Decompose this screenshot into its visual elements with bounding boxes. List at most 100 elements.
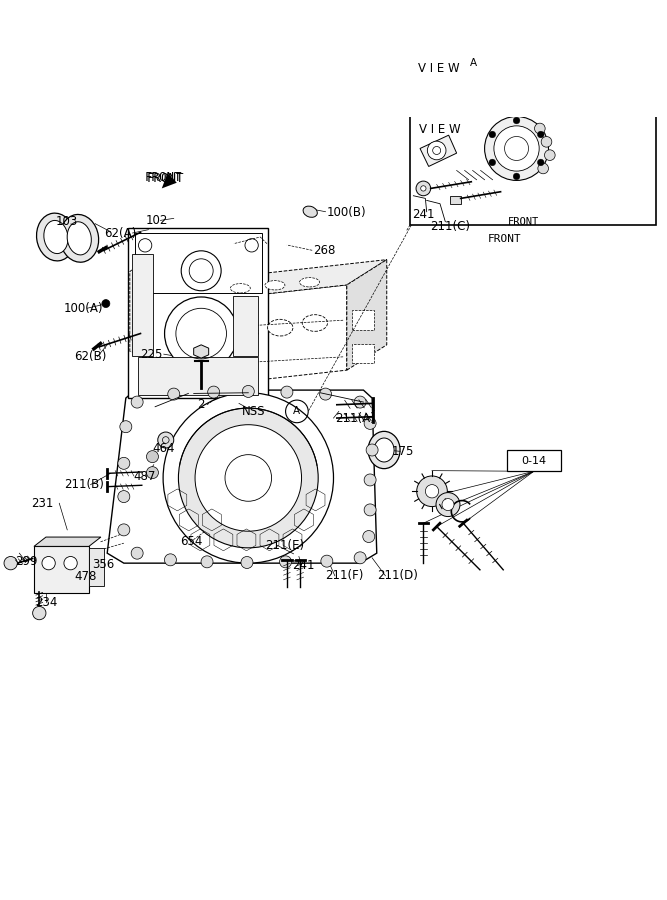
Circle shape bbox=[428, 141, 446, 160]
Circle shape bbox=[181, 251, 221, 291]
Bar bbox=[129, 229, 268, 398]
Text: 62(A): 62(A) bbox=[104, 227, 136, 239]
Polygon shape bbox=[227, 259, 387, 298]
Circle shape bbox=[321, 555, 333, 567]
Circle shape bbox=[494, 126, 539, 171]
Polygon shape bbox=[162, 174, 177, 188]
Text: 299: 299 bbox=[15, 555, 38, 568]
Circle shape bbox=[485, 116, 548, 180]
Circle shape bbox=[416, 181, 431, 195]
Text: 62(B): 62(B) bbox=[74, 350, 106, 364]
Circle shape bbox=[538, 163, 548, 174]
Bar bbox=[450, 195, 461, 203]
Text: 487: 487 bbox=[134, 470, 156, 483]
Text: 241: 241 bbox=[292, 559, 315, 572]
Text: FRONT: FRONT bbox=[488, 234, 522, 244]
Ellipse shape bbox=[267, 320, 293, 336]
Polygon shape bbox=[107, 390, 377, 563]
Circle shape bbox=[366, 444, 378, 456]
Text: 654: 654 bbox=[180, 536, 203, 548]
Circle shape bbox=[195, 425, 301, 531]
Text: 100(B): 100(B) bbox=[327, 206, 366, 219]
Ellipse shape bbox=[368, 431, 400, 469]
Polygon shape bbox=[193, 345, 209, 358]
Circle shape bbox=[354, 396, 366, 408]
Text: 211(D): 211(D) bbox=[377, 570, 418, 582]
Text: 478: 478 bbox=[74, 570, 96, 583]
Text: 103: 103 bbox=[56, 215, 78, 229]
Bar bbox=[34, 546, 89, 593]
Text: 2: 2 bbox=[197, 398, 205, 411]
Circle shape bbox=[118, 457, 130, 469]
Circle shape bbox=[426, 484, 439, 498]
Circle shape bbox=[279, 556, 291, 568]
Circle shape bbox=[158, 432, 173, 448]
Text: 0-14: 0-14 bbox=[522, 455, 546, 465]
Polygon shape bbox=[268, 360, 283, 373]
Circle shape bbox=[131, 547, 143, 559]
Polygon shape bbox=[347, 259, 387, 370]
Circle shape bbox=[442, 499, 454, 510]
Circle shape bbox=[538, 159, 544, 166]
Ellipse shape bbox=[303, 206, 317, 217]
Bar bbox=[135, 233, 261, 292]
Circle shape bbox=[541, 137, 552, 147]
Polygon shape bbox=[420, 135, 457, 166]
Bar bbox=[352, 344, 374, 364]
Circle shape bbox=[538, 131, 544, 138]
Circle shape bbox=[417, 476, 448, 507]
Circle shape bbox=[147, 451, 159, 463]
Circle shape bbox=[489, 159, 496, 166]
Text: A: A bbox=[470, 58, 477, 68]
Text: 356: 356 bbox=[93, 558, 115, 571]
Circle shape bbox=[534, 123, 545, 134]
Text: 211(F): 211(F) bbox=[325, 570, 364, 582]
Text: 231: 231 bbox=[31, 497, 53, 509]
Ellipse shape bbox=[67, 221, 91, 255]
Circle shape bbox=[319, 388, 331, 400]
Bar bbox=[352, 310, 374, 330]
Circle shape bbox=[513, 173, 520, 180]
Circle shape bbox=[4, 556, 17, 570]
Text: 211(C): 211(C) bbox=[430, 220, 470, 233]
Circle shape bbox=[364, 418, 376, 429]
Circle shape bbox=[131, 396, 143, 408]
Circle shape bbox=[118, 491, 130, 502]
Text: 100(A): 100(A) bbox=[64, 302, 103, 315]
Text: NSS: NSS bbox=[242, 405, 266, 418]
Circle shape bbox=[102, 300, 110, 308]
Ellipse shape bbox=[37, 213, 75, 261]
Text: V I E W: V I E W bbox=[420, 122, 461, 136]
Text: 268: 268 bbox=[313, 244, 336, 256]
Bar bbox=[132, 254, 153, 356]
Ellipse shape bbox=[374, 438, 394, 462]
Circle shape bbox=[281, 386, 293, 398]
Bar bbox=[233, 296, 259, 356]
Text: 234: 234 bbox=[35, 596, 57, 609]
Ellipse shape bbox=[265, 281, 285, 290]
Bar bbox=[506, 450, 561, 472]
Text: 225: 225 bbox=[141, 347, 163, 361]
Ellipse shape bbox=[233, 324, 258, 340]
Bar bbox=[139, 357, 258, 395]
Text: 464: 464 bbox=[153, 442, 175, 454]
Circle shape bbox=[364, 504, 376, 516]
Ellipse shape bbox=[299, 277, 319, 287]
Circle shape bbox=[242, 385, 254, 398]
Circle shape bbox=[354, 552, 366, 563]
Text: 102: 102 bbox=[146, 214, 168, 227]
Text: FRONT: FRONT bbox=[508, 217, 539, 227]
Text: 241: 241 bbox=[412, 208, 434, 220]
Circle shape bbox=[544, 149, 555, 160]
Circle shape bbox=[118, 524, 130, 536]
Text: 175: 175 bbox=[392, 445, 414, 458]
Ellipse shape bbox=[60, 214, 99, 262]
Text: FRONT: FRONT bbox=[145, 171, 183, 184]
Circle shape bbox=[436, 492, 460, 517]
Circle shape bbox=[42, 556, 55, 570]
Bar bbox=[410, 52, 656, 225]
Text: 211(B): 211(B) bbox=[64, 478, 104, 491]
Polygon shape bbox=[34, 537, 101, 546]
Circle shape bbox=[241, 556, 253, 569]
Circle shape bbox=[163, 392, 334, 563]
